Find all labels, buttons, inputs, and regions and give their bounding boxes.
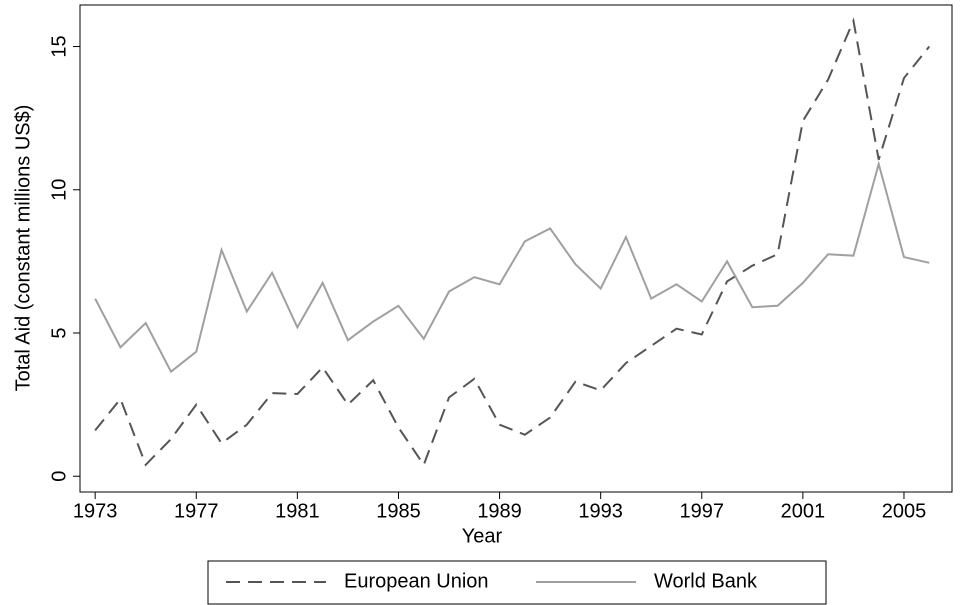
y-tick-label: 5: [48, 327, 70, 338]
x-tick-label: 1977: [174, 500, 219, 522]
series-line: [94, 17, 931, 467]
x-axis-label: Year: [462, 525, 503, 547]
plot-frame: [79, 4, 953, 493]
x-tick-label: 1981: [275, 500, 320, 522]
y-tick-label: 10: [48, 179, 70, 201]
x-tick-label: 1993: [578, 500, 623, 522]
series-line: [94, 160, 930, 374]
x-tick-label: 1973: [73, 500, 118, 522]
x-tick-label: 2001: [781, 500, 826, 522]
y-axis-label: Total Aid (constant millions US$): [12, 105, 34, 392]
legend-label: World Bank: [654, 570, 758, 592]
x-tick-label: 2005: [882, 500, 927, 522]
x-tick-label: 1989: [477, 500, 522, 522]
legend-label: European Union: [344, 570, 489, 592]
y-tick-label: 15: [48, 35, 70, 57]
x-tick-label: 1997: [680, 500, 725, 522]
legend-box: [207, 560, 827, 605]
x-tick-label: 1985: [376, 500, 421, 522]
y-tick-label: 0: [48, 471, 70, 482]
